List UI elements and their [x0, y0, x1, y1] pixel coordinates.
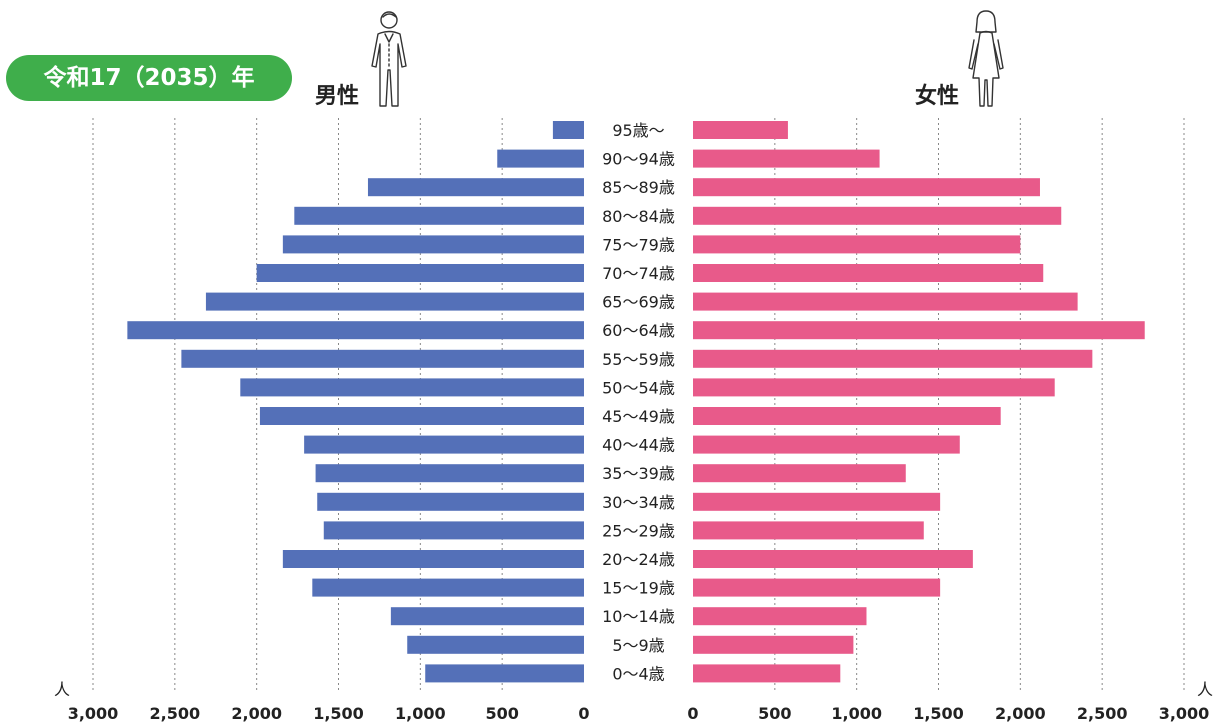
female-bar — [693, 635, 854, 654]
female-bar — [693, 206, 1062, 225]
age-group-label: 30〜34歳 — [602, 493, 675, 512]
female-bar — [693, 349, 1093, 368]
female-bar — [693, 464, 906, 483]
female-bar — [693, 521, 924, 540]
age-group-label: 5〜9歳 — [612, 636, 664, 655]
unit-right: 人 — [1197, 680, 1214, 699]
unit-left: 人 — [54, 680, 71, 699]
female-bar — [693, 321, 1145, 340]
male-bar — [282, 550, 584, 568]
age-group-label: 95歳〜 — [612, 121, 664, 140]
age-group-label: 65〜69歳 — [602, 293, 675, 312]
age-group-label: 20〜24歳 — [602, 550, 675, 569]
man-figure-icon — [371, 11, 407, 107]
tick-label-right: 3,000 — [1159, 704, 1210, 723]
tick-label-right: 500 — [758, 704, 791, 723]
male-bar — [240, 378, 585, 397]
male-bar — [294, 206, 584, 225]
age-group-label: 25〜29歳 — [602, 521, 675, 540]
male-label: 男性 — [315, 84, 360, 109]
female-bar — [693, 407, 1001, 425]
age-group-label: 10〜14歳 — [602, 607, 675, 626]
year-badge: 令和17（2035）年 — [6, 55, 292, 101]
age-group-label: 0〜4歳 — [612, 664, 664, 683]
tick-label-left: 1,500 — [313, 704, 364, 723]
age-group-label: 70〜74歳 — [602, 264, 675, 283]
age-group-label: 80〜84歳 — [602, 207, 675, 226]
male-bar — [304, 435, 584, 454]
male-bar — [552, 121, 584, 139]
woman-figure-icon — [968, 10, 1004, 107]
female-bar — [693, 607, 867, 626]
male-bar — [323, 521, 584, 540]
male-bar — [367, 178, 584, 197]
male-bar — [181, 349, 584, 368]
tick-label-right: 1,500 — [913, 704, 964, 723]
age-group-label: 15〜19歳 — [602, 579, 675, 598]
age-group-label: 35〜39歳 — [602, 464, 675, 483]
female-bar — [693, 178, 1040, 197]
female-bar — [693, 121, 788, 139]
male-bar — [282, 235, 584, 254]
age-group-label: 60〜64歳 — [602, 321, 675, 340]
female-bar — [693, 578, 941, 597]
tick-label-left: 3,000 — [68, 704, 119, 723]
tick-label-left: 0 — [578, 704, 589, 723]
age-group-label: 50〜54歳 — [602, 378, 675, 397]
age-group-label: 90〜94歳 — [602, 150, 675, 169]
male-bar — [205, 292, 584, 311]
male-bar — [315, 464, 584, 483]
age-group-label: 75〜79歳 — [602, 235, 675, 254]
female-bar — [693, 378, 1055, 397]
age-group-label: 45〜49歳 — [602, 407, 675, 426]
female-bar — [693, 492, 941, 511]
female-bar — [693, 664, 841, 683]
age-group-label: 55〜59歳 — [602, 350, 675, 369]
tick-label-right: 2,000 — [995, 704, 1046, 723]
male-bar — [425, 664, 584, 683]
tick-label-left: 1,000 — [395, 704, 446, 723]
female-bar — [693, 264, 1044, 282]
male-bar — [127, 321, 585, 340]
tick-label-left: 2,500 — [150, 704, 201, 723]
tick-label-right: 2,500 — [1077, 704, 1128, 723]
age-group-label: 40〜44歳 — [602, 436, 675, 455]
male-bar — [259, 407, 584, 425]
female-bar — [693, 235, 1021, 254]
male-bar — [407, 635, 584, 654]
male-bar — [497, 149, 584, 168]
age-group-label: 85〜89歳 — [602, 178, 675, 197]
tick-label-right: 1,000 — [831, 704, 882, 723]
male-bar — [256, 264, 584, 282]
tick-label-left: 2,000 — [231, 704, 282, 723]
female-bar — [693, 149, 880, 168]
female-bar — [693, 292, 1078, 311]
tick-label-right: 0 — [687, 704, 698, 723]
female-bar — [693, 550, 973, 568]
male-bar — [312, 578, 584, 597]
tick-label-left: 500 — [485, 704, 518, 723]
female-label: 女性 — [915, 84, 960, 109]
male-bar — [317, 492, 584, 511]
female-bar — [693, 435, 960, 454]
male-bar — [390, 607, 584, 626]
